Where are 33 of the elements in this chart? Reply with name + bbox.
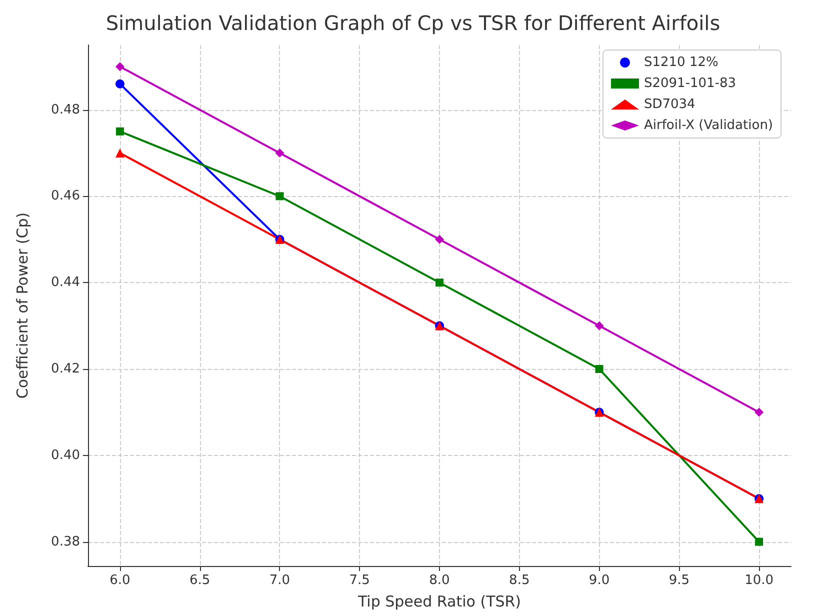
point [275, 148, 284, 158]
y-tick-label: 0.46 [51, 188, 80, 204]
point [116, 127, 124, 136]
point [115, 79, 124, 88]
chart-title: Simulation Validation Graph of Cp vs TSR for Different Airfoils [106, 11, 720, 35]
x-axis-title: Tip Speed Ratio (TSR) [356, 592, 522, 610]
y-tick-label: 0.48 [51, 102, 80, 118]
legend-label: SD7034 [644, 97, 696, 112]
point [595, 365, 604, 374]
x-tick-label: 8.5 [509, 573, 530, 588]
legend-label: S2091-101-83 [644, 76, 736, 91]
x-tick-label: 6.0 [110, 573, 130, 588]
point [276, 192, 284, 200]
y-tick-label: 0.40 [51, 448, 80, 463]
x-tick-label: 10.0 [744, 573, 774, 588]
x-tick-label: 6.5 [189, 573, 210, 588]
legend-label: Airfoil-X (Validation) [644, 118, 774, 133]
y-tick-label: 0.38 [51, 534, 80, 550]
y-tick-label: 0.44 [51, 275, 80, 290]
point [594, 321, 604, 330]
x-tick-label: 8.0 [429, 573, 450, 588]
x-tick-label: 9.5 [668, 573, 690, 588]
point [754, 408, 764, 417]
x-tick-label: 9.0 [588, 573, 610, 588]
y-axis-title: Coefficient of Power (Cp) [14, 212, 32, 399]
x-tick-label: 7.0 [269, 573, 290, 588]
point [435, 234, 444, 244]
point [436, 278, 444, 287]
legend-label: S1210 12% [644, 55, 718, 70]
y-tick-label: 0.42 [51, 362, 80, 377]
point [755, 538, 764, 546]
point [115, 62, 124, 72]
x-tick-label: 7.5 [349, 573, 370, 588]
